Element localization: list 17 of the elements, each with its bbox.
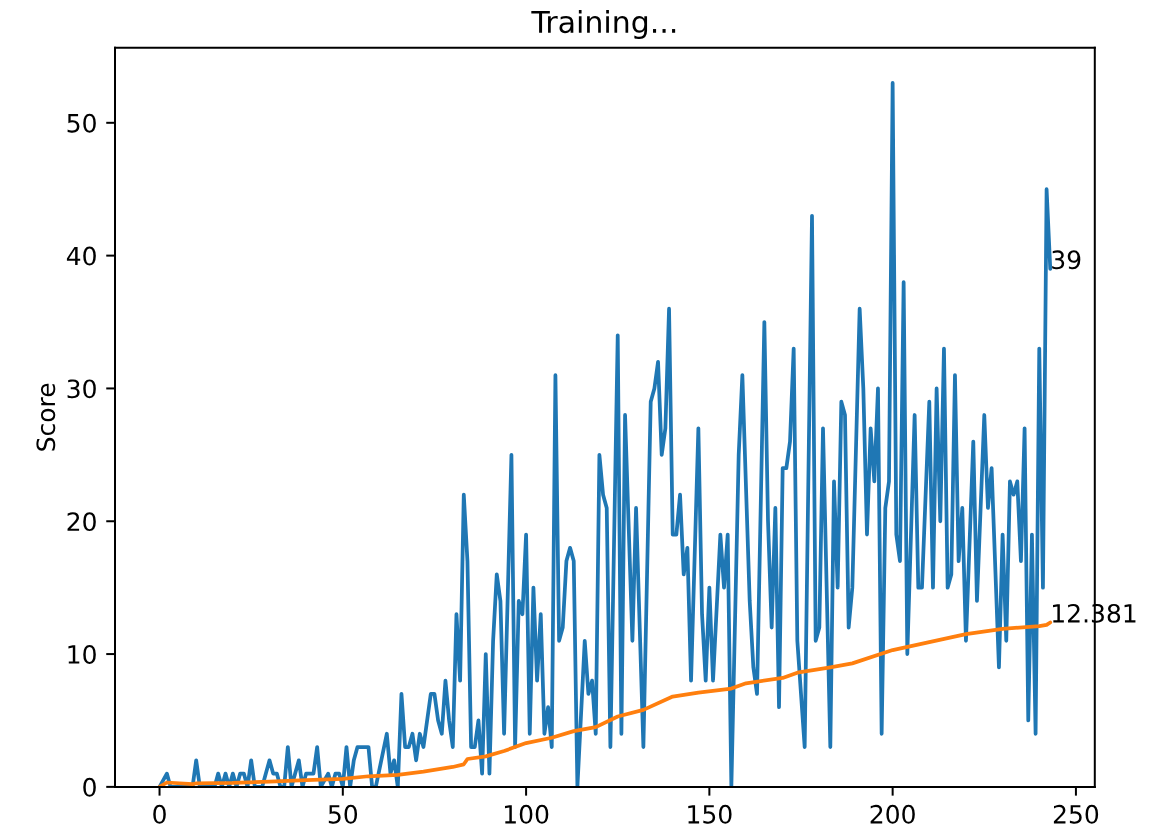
y-tick-label: 30 bbox=[67, 379, 96, 399]
chart-title: Training... bbox=[531, 9, 676, 40]
x-tick-label: 250 bbox=[1053, 804, 1099, 824]
y-tick-label: 10 bbox=[68, 645, 96, 664]
y-tick-label: 0 bbox=[83, 777, 96, 797]
x-tick-label: 50 bbox=[328, 804, 358, 824]
annotation: 39 bbox=[1052, 250, 1081, 270]
y-tick-label: 20 bbox=[67, 512, 96, 532]
y-axis-title: Score bbox=[36, 383, 56, 451]
x-tick-label: 200 bbox=[870, 804, 915, 824]
y-tick-label: 40 bbox=[66, 246, 96, 266]
y-tick-label: 50 bbox=[67, 113, 96, 133]
line-series bbox=[157, 620, 1053, 787]
line-series bbox=[157, 81, 1053, 787]
x-tick-label: 0 bbox=[153, 804, 166, 824]
x-tick-label: 150 bbox=[688, 804, 732, 824]
x-tick-label: 100 bbox=[504, 804, 549, 824]
